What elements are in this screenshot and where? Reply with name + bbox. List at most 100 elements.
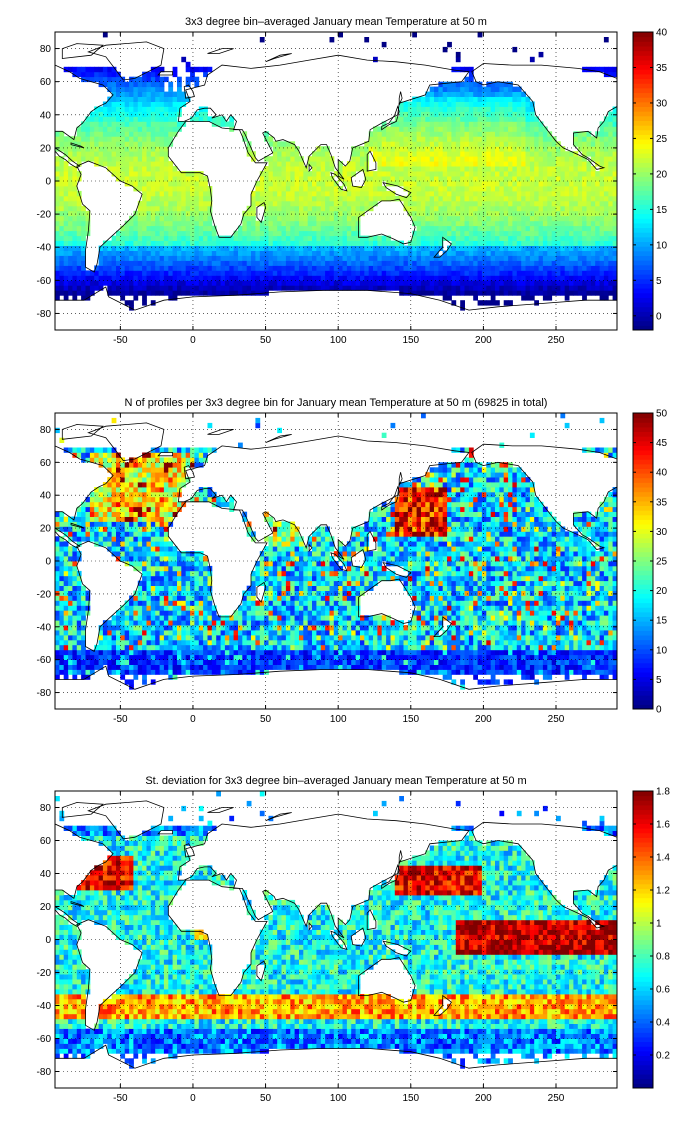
heatmap-cell	[116, 482, 121, 488]
heatmap-cell	[473, 270, 478, 276]
heatmap-cell	[238, 240, 243, 246]
heatmap-cell	[590, 210, 596, 217]
heatmap-cell	[447, 260, 452, 266]
heatmap-cell	[421, 280, 426, 286]
heatmap-cell	[612, 106, 617, 112]
heatmap-cell	[198, 111, 204, 117]
heatmap-cell	[429, 136, 435, 142]
heatmap-cell	[146, 260, 152, 266]
heatmap-cell	[98, 76, 104, 83]
heatmap-cell	[451, 151, 457, 157]
heatmap-cell	[577, 131, 583, 137]
heatmap-cell	[72, 565, 78, 572]
heatmap-cell	[194, 66, 200, 73]
heatmap-cell	[394, 260, 400, 266]
heatmap-cell	[142, 141, 147, 147]
heatmap-cell	[577, 240, 583, 246]
heatmap-cell	[333, 270, 339, 276]
heatmap-cell	[55, 240, 60, 246]
heatmap-cell	[116, 171, 121, 177]
heatmap-cell	[421, 220, 426, 227]
heatmap-cell	[159, 230, 165, 237]
heatmap-cell	[111, 91, 117, 97]
heatmap-cell	[551, 151, 557, 157]
heatmap-cell	[421, 126, 426, 132]
heatmap-cell	[381, 280, 387, 286]
coastline	[207, 48, 234, 54]
heatmap-cell	[508, 111, 513, 117]
heatmap-cell	[368, 240, 374, 246]
heatmap-cell	[416, 181, 422, 187]
heatmap-cell	[490, 121, 496, 127]
heatmap-cell	[451, 235, 457, 241]
heatmap-cell	[495, 260, 500, 266]
heatmap-cell	[159, 151, 165, 157]
heatmap-cell	[438, 230, 444, 237]
heatmap-cell	[399, 161, 404, 167]
heatmap-cell	[547, 141, 553, 147]
heatmap-cell	[142, 270, 147, 276]
heatmap-cell	[294, 285, 300, 291]
heatmap-cell	[547, 250, 553, 256]
heatmap-cell	[538, 131, 544, 137]
heatmap-cell	[386, 250, 391, 256]
heatmap-cell	[194, 215, 200, 222]
heatmap-cell	[551, 195, 557, 202]
heatmap-cell	[307, 235, 313, 241]
heatmap-cell	[569, 265, 574, 271]
heatmap-cell	[495, 111, 500, 117]
heatmap-cell	[438, 111, 444, 117]
heatmap-cell	[560, 220, 566, 227]
heatmap-cell	[120, 136, 126, 142]
heatmap-cell	[612, 250, 617, 256]
heatmap-cell	[268, 260, 274, 266]
heatmap-cell	[277, 265, 282, 271]
heatmap-cell	[290, 181, 296, 187]
heatmap-cell	[529, 290, 535, 296]
heatmap-cell	[242, 275, 248, 281]
heatmap-cell	[133, 620, 139, 626]
heatmap-cell	[416, 96, 422, 102]
heatmap-cell	[290, 195, 296, 202]
heatmap-cell	[81, 669, 86, 675]
heatmap-cell	[251, 265, 256, 271]
heatmap-cell	[560, 166, 566, 172]
heatmap-cell	[224, 255, 230, 261]
heatmap-cell	[312, 151, 317, 157]
heatmap-cell	[229, 275, 235, 281]
heatmap-cell	[55, 205, 60, 212]
heatmap-cell	[81, 664, 86, 670]
heatmap-cell	[133, 487, 139, 493]
heatmap-cell	[251, 195, 256, 202]
heatmap-cell	[577, 260, 583, 266]
heatmap-cell	[111, 447, 117, 453]
heatmap-cell	[464, 285, 470, 291]
heatmap-cell	[595, 151, 600, 157]
heatmap-cell	[76, 595, 82, 601]
heatmap-cell	[94, 526, 99, 532]
heatmap-cell	[81, 536, 86, 542]
heatmap-cell	[455, 181, 461, 187]
heatmap-cell	[364, 280, 370, 286]
heatmap-cell	[163, 240, 169, 246]
heatmap-cell	[429, 275, 435, 281]
heatmap-cell	[107, 467, 113, 473]
heatmap-cell	[473, 210, 478, 217]
heatmap-cell	[72, 200, 78, 207]
heatmap-cell	[351, 171, 356, 177]
heatmap-cell	[434, 131, 439, 137]
heatmap-cell	[399, 171, 404, 177]
heatmap-cell	[137, 200, 143, 207]
heatmap-cell	[76, 654, 82, 660]
heatmap-cell	[299, 225, 304, 232]
heatmap-cell	[146, 186, 152, 192]
heatmap-cell	[116, 91, 121, 97]
heatmap-cell	[381, 171, 387, 177]
heatmap-cell	[473, 205, 478, 212]
heatmap-cell	[120, 275, 126, 281]
heatmap-cell	[246, 280, 252, 286]
heatmap-cell	[316, 166, 322, 172]
coastline	[87, 41, 165, 81]
heatmap-cell	[542, 220, 548, 227]
heatmap-cell	[386, 255, 391, 261]
